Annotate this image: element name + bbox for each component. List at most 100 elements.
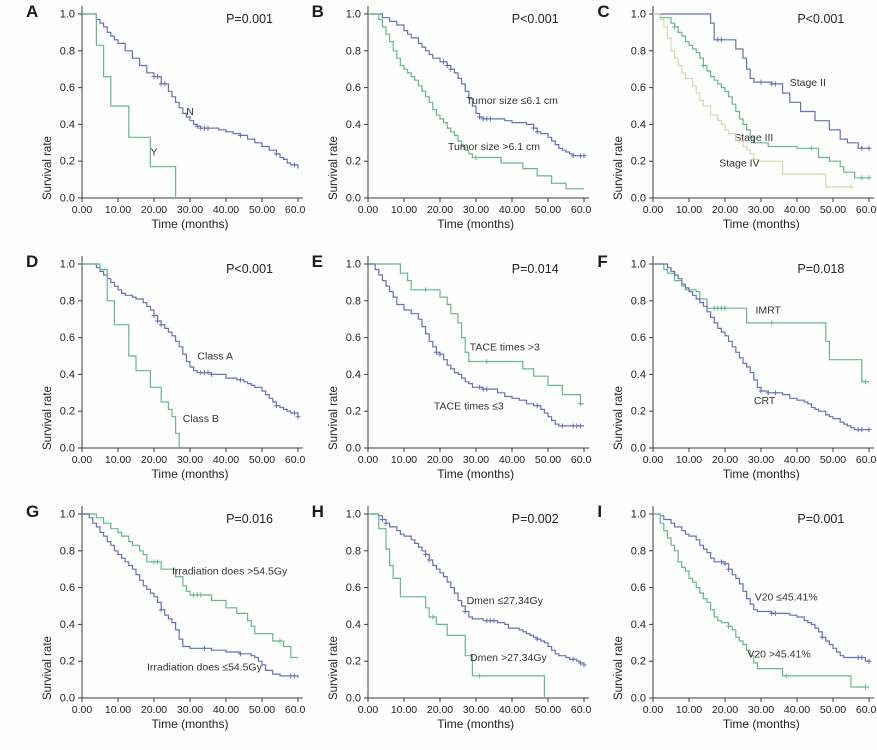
panel-letter-d: D: [26, 252, 39, 271]
x-tick-label: 10.00: [676, 454, 702, 466]
x-tick-label: 50.00: [820, 204, 846, 216]
y-tick-label: 0.0: [60, 693, 75, 705]
y-tick-label: 0.0: [345, 443, 360, 455]
x-tick-label: 40.00: [784, 204, 810, 216]
panel-g-plot: 0.00 10.00 20.00 30.00 40.00 50.00 60.00 0.0 0.2…: [60, 506, 305, 716]
curve-label-tumor-size-6-1-cm: Tumor size ≤6.1 cm: [466, 95, 558, 107]
y-tick-label: 1.0: [631, 9, 646, 21]
x-tick-label: 50.00: [535, 704, 561, 716]
curve-label-crt: CRT: [754, 395, 776, 407]
x-tick-label: 40.00: [213, 454, 239, 466]
x-tick-label: 10.00: [676, 204, 702, 216]
km-curve-v20-45-41: [653, 513, 870, 688]
x-tick-label: 0.00: [357, 454, 378, 466]
x-tick-label: 60.00: [285, 704, 305, 716]
y-tick-label: 1.0: [345, 9, 360, 21]
x-tick-label: 20.00: [427, 454, 453, 466]
y-tick-label: 0.0: [631, 193, 646, 205]
x-tick-label: 20.00: [712, 204, 738, 216]
panel-b-p-value: P<0.001: [511, 12, 559, 26]
x-tick-label: 20.00: [141, 704, 167, 716]
panel-i-p-value: P=0.001: [797, 512, 845, 526]
x-tick-label: 40.00: [213, 204, 239, 216]
x-tick-label: 40.00: [499, 454, 525, 466]
x-tick-label: 40.00: [784, 704, 810, 716]
panel-letter-g: G: [26, 502, 40, 521]
curve-label-irradiation-does-54-5gy: Irradiation does >54.5Gy: [172, 566, 288, 578]
panel-c-plot: 0.00 10.00 20.00 30.00 40.00 50.00 60.00 0.0 0.2…: [631, 6, 876, 216]
y-tick-label: 0.8: [631, 45, 646, 57]
x-tick-label: 40.00: [784, 454, 810, 466]
y-tick-label: 0.2: [60, 156, 75, 168]
x-tick-label: 50.00: [535, 204, 561, 216]
y-tick-label: 0.6: [345, 332, 360, 344]
y-tick-label: 0.6: [631, 582, 646, 594]
curve-label-n: N: [186, 106, 194, 118]
km-curve-class-b: [82, 263, 180, 448]
y-tick-label: 1.0: [345, 509, 360, 521]
x-tick-label: 40.00: [213, 704, 239, 716]
x-tick-label: 0.00: [643, 454, 664, 466]
panel-h-x-axis-title: Time (months): [437, 717, 515, 731]
y-tick-label: 0.6: [60, 582, 75, 594]
panel-letter-a: A: [26, 2, 39, 21]
x-tick-label: 30.00: [463, 454, 489, 466]
x-tick-label: 60.00: [856, 704, 876, 716]
curve-label-tace-times-3: TACE times >3: [469, 341, 539, 353]
y-tick-label: 1.0: [345, 259, 360, 271]
panel-f-p-value: P=0.018: [797, 262, 845, 276]
x-tick-label: 50.00: [820, 454, 846, 466]
x-tick-label: 40.00: [499, 204, 525, 216]
curve-label-stage-iii: Stage III: [735, 132, 774, 144]
panel-b-plot: 0.00 10.00 20.00 30.00 40.00 50.00 60.00 0.0 0.2…: [345, 6, 591, 216]
panel-d: D Survival rate P<0.001 0.00 10.00 20.00 30…: [20, 250, 305, 500]
km-curve-n: [82, 13, 299, 169]
panel-d-x-axis-title: Time (months): [151, 467, 229, 481]
y-tick-label: 0.4: [631, 619, 646, 631]
km-curve-y: [82, 13, 177, 198]
panel-letter-e: E: [311, 252, 323, 271]
y-tick-label: 0.4: [631, 369, 646, 381]
y-tick-label: 1.0: [60, 259, 75, 271]
y-tick-label: 0.2: [631, 156, 646, 168]
panel-f-plot: 0.00 10.00 20.00 30.00 40.00 50.00 60.00 0.0 0.2…: [631, 256, 876, 466]
panel-c-p-value: P<0.001: [797, 12, 845, 26]
panel-f: F Survival rate P=0.018 0.00 10.00 20.00 30…: [591, 250, 876, 500]
y-tick-label: 0.0: [60, 193, 75, 205]
panel-f-x-axis-title: Time (months): [722, 467, 800, 481]
x-tick-label: 50.00: [249, 204, 275, 216]
panel-a: A Survival rate P=0.001 0.00 10.00 20.00 30…: [20, 0, 305, 250]
curve-label-class-a: Class A: [197, 351, 233, 363]
panel-i: I Survival rate P=0.001 0.00 10.00 20.00 30…: [591, 500, 876, 750]
y-tick-label: 0.8: [60, 545, 75, 557]
curve-label-imrt: IMRT: [756, 305, 782, 317]
y-tick-label: 1.0: [60, 9, 75, 21]
panel-d-p-value: P<0.001: [226, 262, 273, 276]
panel-d-plot: 0.00 10.00 20.00 30.00 40.00 50.00 60.00 0.0 0.2…: [60, 256, 305, 466]
y-tick-label: 0.0: [631, 443, 646, 455]
panel-i-x-axis-title: Time (months): [722, 717, 800, 731]
x-tick-label: 20.00: [427, 204, 453, 216]
x-tick-label: 30.00: [748, 704, 774, 716]
panel-i-plot: 0.00 10.00 20.00 30.00 40.00 50.00 60.00 0.0 0.2…: [631, 506, 876, 716]
panel-a-x-axis-title: Time (months): [151, 217, 229, 231]
panel-letter-f: F: [597, 252, 608, 271]
x-tick-label: 10.00: [391, 454, 417, 466]
x-tick-label: 0.00: [72, 204, 93, 216]
panel-letter-h: H: [311, 502, 324, 521]
y-tick-label: 0.8: [345, 545, 360, 557]
x-tick-label: 60.00: [856, 204, 876, 216]
curve-label-tumor-size-6-1-cm: Tumor size >6.1 cm: [448, 141, 540, 153]
y-tick-label: 0.8: [60, 295, 75, 307]
x-tick-label: 10.00: [391, 704, 417, 716]
x-tick-label: 0.00: [72, 454, 93, 466]
y-tick-label: 0.8: [631, 295, 646, 307]
y-tick-label: 0.0: [345, 693, 360, 705]
km-curve-dmen-27-34gy: [367, 513, 545, 698]
x-tick-label: 60.00: [285, 204, 305, 216]
y-tick-label: 0.8: [345, 45, 360, 57]
y-tick-label: 0.4: [60, 119, 75, 131]
x-tick-label: 30.00: [177, 704, 203, 716]
panel-h-p-value: P=0.002: [511, 512, 559, 526]
km-curve-imrt: [653, 263, 870, 383]
